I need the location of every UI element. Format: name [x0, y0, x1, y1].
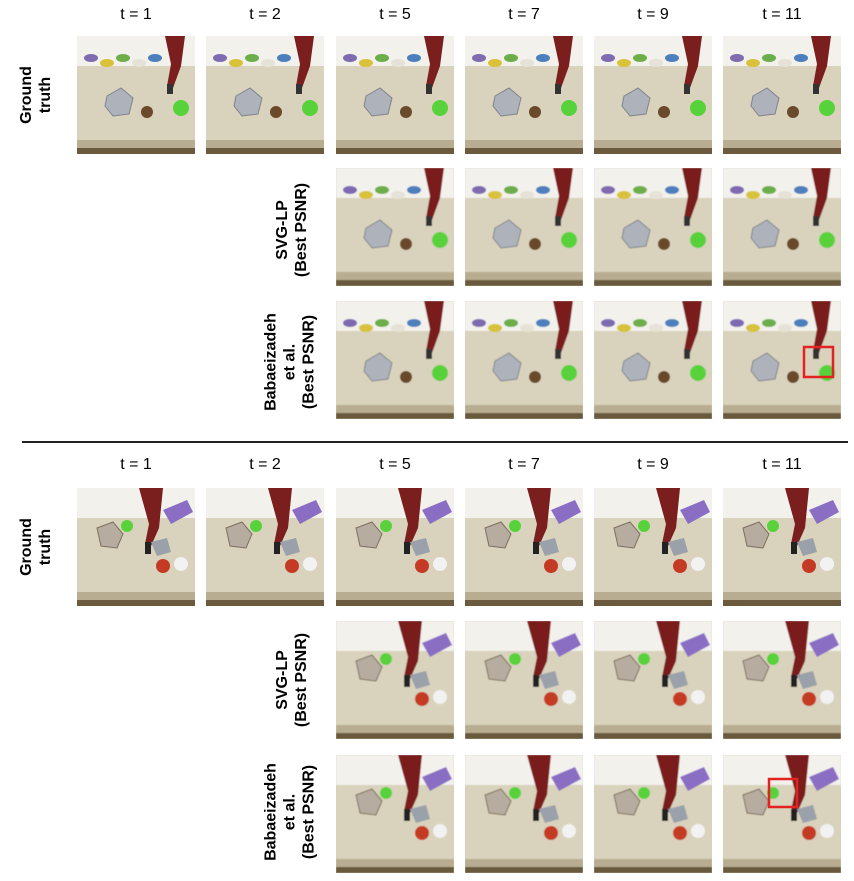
row-label-babaeizadeh: Babaeizadeh et al. (Best PSNR): [262, 313, 318, 411]
row-label-babaeizadeh: Babaeizadeh et al. (Best PSNR): [262, 763, 318, 861]
video-frame: [465, 36, 583, 154]
video-frame: [723, 36, 841, 154]
frame-scene-illustration: [336, 301, 454, 419]
frame-scene-illustration: [206, 36, 324, 154]
time-label: t = 11: [762, 456, 802, 473]
highlight-box: [767, 777, 799, 809]
frame-scene-illustration: [336, 168, 454, 286]
frame-scene-illustration: [723, 621, 841, 739]
frame-scene-illustration: [594, 168, 712, 286]
frame-scene-illustration: [723, 301, 841, 419]
video-frame: [206, 488, 324, 606]
frame-scene-illustration: [465, 488, 583, 606]
figure-block-2: t = 1 t = 2 t = 5 t = 7 t = 9 t = 11 Gro…: [0, 444, 854, 881]
frame-scene-illustration: [594, 301, 712, 419]
frame-scene-illustration: [206, 488, 324, 606]
row-label-ground-truth: Ground truth: [18, 518, 54, 576]
video-frame: [723, 488, 841, 606]
video-frame: [465, 621, 583, 739]
video-frame: [77, 488, 195, 606]
frame-scene-illustration: [465, 168, 583, 286]
block-divider: [22, 441, 848, 443]
video-frame: [594, 168, 712, 286]
video-frame: [723, 755, 841, 873]
video-frame: [336, 488, 454, 606]
frame-scene-illustration: [594, 488, 712, 606]
video-frame: [465, 168, 583, 286]
video-frame: [465, 488, 583, 606]
frame-scene-illustration: [723, 488, 841, 606]
video-frame: [336, 755, 454, 873]
time-label: t = 9: [637, 6, 669, 23]
video-frame: [336, 621, 454, 739]
frame-scene-illustration: [723, 36, 841, 154]
video-frame: [336, 168, 454, 286]
video-frame: [206, 36, 324, 154]
video-frame: [594, 488, 712, 606]
row-label-svg-lp: SVG-LP (Best PSNR): [274, 632, 310, 728]
video-frame: [594, 301, 712, 419]
frame-scene-illustration: [465, 621, 583, 739]
video-frame: [723, 621, 841, 739]
frame-scene-illustration: [336, 36, 454, 154]
video-frame: [336, 301, 454, 419]
time-label: t = 2: [249, 6, 281, 23]
row-label-svg-lp: SVG-LP (Best PSNR): [274, 182, 310, 278]
time-label: t = 11: [762, 6, 802, 23]
frame-scene-illustration: [336, 755, 454, 873]
time-label: t = 5: [379, 456, 411, 473]
frame-scene-illustration: [465, 301, 583, 419]
video-frame: [594, 755, 712, 873]
frame-scene-illustration: [594, 755, 712, 873]
video-frame: [77, 36, 195, 154]
row-label-ground-truth: Ground truth: [18, 66, 54, 124]
frame-scene-illustration: [594, 36, 712, 154]
video-frame: [594, 621, 712, 739]
video-frame: [723, 301, 841, 419]
time-label: t = 7: [508, 6, 540, 23]
time-label: t = 2: [249, 456, 281, 473]
frame-scene-illustration: [77, 36, 195, 154]
video-frame: [336, 36, 454, 154]
frame-scene-illustration: [465, 755, 583, 873]
video-frame: [723, 168, 841, 286]
time-label: t = 7: [508, 456, 540, 473]
video-frame: [465, 301, 583, 419]
figure-block-1: t = 1 t = 2 t = 5 t = 7 t = 9 t = 11 Gro…: [0, 0, 854, 440]
frame-scene-illustration: [723, 755, 841, 873]
video-frame: [594, 36, 712, 154]
frame-scene-illustration: [594, 621, 712, 739]
frame-scene-illustration: [723, 168, 841, 286]
time-label: t = 9: [637, 456, 669, 473]
frame-scene-illustration: [336, 488, 454, 606]
time-label: t = 1: [120, 456, 152, 473]
frame-scene-illustration: [77, 488, 195, 606]
frame-scene-illustration: [336, 621, 454, 739]
video-frame: [465, 755, 583, 873]
frame-scene-illustration: [465, 36, 583, 154]
time-label: t = 1: [120, 6, 152, 23]
highlight-box: [802, 345, 835, 379]
time-label: t = 5: [379, 6, 411, 23]
